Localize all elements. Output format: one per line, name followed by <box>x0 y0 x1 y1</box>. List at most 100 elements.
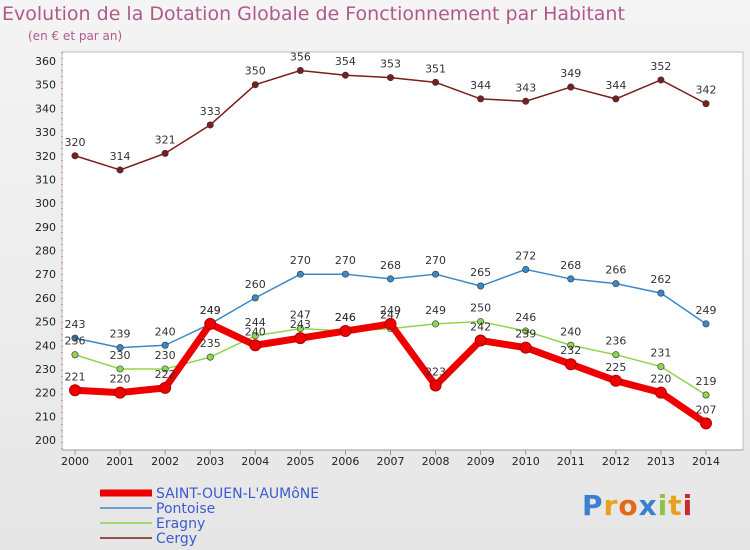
data-label-cergy: 351 <box>425 62 446 75</box>
data-point-pontoise <box>612 280 620 288</box>
data-label-saint-ouen-l-aum-ne: 249 <box>380 304 401 317</box>
data-point-pontoise <box>657 289 665 297</box>
data-label-saint-ouen-l-aum-ne: 225 <box>605 361 626 374</box>
data-label-saint-ouen-l-aum-ne: 207 <box>696 403 717 416</box>
data-label-saint-ouen-l-aum-ne: 232 <box>560 344 581 357</box>
data-point-eragny <box>296 325 304 333</box>
data-label-saint-ouen-l-aum-ne: 249 <box>200 304 221 317</box>
data-point-pontoise <box>522 265 530 273</box>
x-tick-label: 2007 <box>377 455 405 468</box>
data-label-eragny: 230 <box>155 349 176 362</box>
data-label-cergy: 314 <box>110 150 131 163</box>
data-point-eragny <box>477 318 485 326</box>
data-labels-layer: 320 314 321 333 350 356 354 353 351 344 343 349 344 3… <box>65 50 717 416</box>
x-tick-label: 2003 <box>196 455 224 468</box>
data-point-pontoise <box>386 275 394 283</box>
y-tick-label: 260 <box>35 292 56 305</box>
x-tick-label: 2004 <box>241 455 269 468</box>
data-point-pontoise <box>161 341 169 349</box>
data-point-eragny <box>522 327 530 335</box>
data-point-cergy <box>432 78 440 86</box>
y-tick-label: 330 <box>35 126 56 139</box>
data-label-eragny: 246 <box>515 311 536 324</box>
data-label-saint-ouen-l-aum-ne: 240 <box>245 325 266 338</box>
data-point-pontoise <box>477 282 485 290</box>
data-point-cergy <box>161 149 169 157</box>
series-layer <box>69 66 712 430</box>
y-tick-label: 360 <box>35 55 56 68</box>
data-label-pontoise: 270 <box>425 254 446 267</box>
data-label-cergy: 333 <box>200 105 221 118</box>
data-label-eragny: 247 <box>290 309 311 322</box>
data-label-eragny: 247 <box>380 309 401 322</box>
legend-label: Cergy <box>156 531 197 547</box>
data-label-cergy: 342 <box>696 84 717 97</box>
y-tick-label: 230 <box>35 363 56 376</box>
data-label-saint-ouen-l-aum-ne: 220 <box>650 373 671 386</box>
data-label-saint-ouen-l-aum-ne: 222 <box>155 368 176 381</box>
proxiti-logo: Proxiti <box>582 489 693 522</box>
data-label-cergy: 320 <box>65 136 86 149</box>
data-point-cergy <box>296 66 304 74</box>
data-label-eragny: 219 <box>696 375 717 388</box>
data-point-pontoise <box>702 320 710 328</box>
data-label-eragny: 244 <box>245 316 266 329</box>
data-point-pontoise <box>251 294 259 302</box>
data-point-pontoise <box>341 270 349 278</box>
y-tick-label: 300 <box>35 197 56 210</box>
x-tick-label: 2010 <box>512 455 540 468</box>
data-point-eragny <box>116 365 124 373</box>
data-label-cergy: 352 <box>650 60 671 73</box>
data-label-saint-ouen-l-aum-ne: 239 <box>515 328 536 341</box>
chart-title: Evolution de la Dotation Globale de Fonc… <box>2 3 625 25</box>
legend-label: SAINT-OUEN-L'AUMôNE <box>156 486 319 502</box>
data-label-eragny: 236 <box>65 335 86 348</box>
data-label-saint-ouen-l-aum-ne: 223 <box>425 366 446 379</box>
data-label-pontoise: 249 <box>200 304 221 317</box>
chart-subtitle: (en € et par an) <box>28 29 123 43</box>
x-tick-label: 2000 <box>61 455 89 468</box>
data-point-saint-ouen-l-aum-ne <box>519 341 532 354</box>
y-tick-label: 210 <box>35 410 56 423</box>
data-label-pontoise: 249 <box>696 304 717 317</box>
data-point-cergy <box>567 83 575 91</box>
data-point-saint-ouen-l-aum-ne <box>114 386 127 399</box>
data-point-eragny <box>567 341 575 349</box>
data-label-cergy: 344 <box>470 79 491 92</box>
data-point-cergy <box>386 74 394 82</box>
data-label-pontoise: 239 <box>110 328 131 341</box>
data-point-cergy <box>251 81 259 89</box>
x-tick-label: 2014 <box>692 455 720 468</box>
y-tick-label: 310 <box>35 173 56 186</box>
data-point-pontoise <box>432 270 440 278</box>
data-point-eragny <box>251 332 259 340</box>
data-point-cergy <box>71 152 79 160</box>
data-point-saint-ouen-l-aum-ne <box>69 384 81 397</box>
data-label-eragny: 236 <box>605 335 626 348</box>
data-label-eragny: 231 <box>650 347 671 360</box>
logo-letter: r <box>603 489 619 522</box>
data-point-eragny <box>71 351 79 359</box>
data-label-pontoise: 243 <box>65 318 86 331</box>
data-label-pontoise: 272 <box>515 249 536 262</box>
data-point-cergy <box>206 121 214 129</box>
data-label-eragny: 246 <box>335 311 356 324</box>
data-point-eragny <box>612 351 620 359</box>
logo-letter: P <box>582 489 604 522</box>
data-point-cergy <box>341 71 349 79</box>
data-point-eragny <box>206 353 214 361</box>
data-label-saint-ouen-l-aum-ne: 246 <box>335 311 356 324</box>
y-tick-label: 320 <box>35 150 56 163</box>
data-point-cergy <box>522 97 530 105</box>
data-point-saint-ouen-l-aum-ne <box>609 374 622 387</box>
legend-label: Eragny <box>156 516 205 532</box>
data-point-saint-ouen-l-aum-ne <box>159 381 172 394</box>
data-point-saint-ouen-l-aum-ne <box>249 339 262 352</box>
data-point-saint-ouen-l-aum-ne <box>294 332 307 345</box>
y-tick-label: 280 <box>35 245 56 258</box>
logo-letter: i <box>657 489 669 522</box>
data-label-pontoise: 260 <box>245 278 266 291</box>
data-point-saint-ouen-l-aum-ne <box>339 325 352 338</box>
